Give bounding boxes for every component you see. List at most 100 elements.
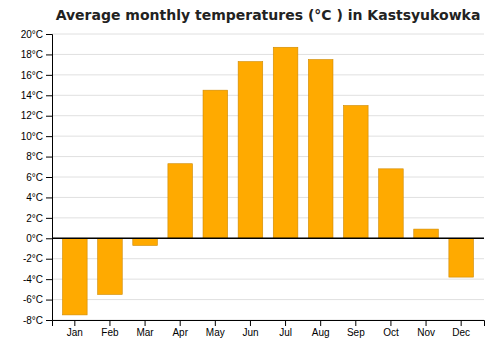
tick-label: 14°C <box>21 90 43 101</box>
tick-mark <box>285 320 286 326</box>
tick-mark <box>180 320 181 326</box>
y-tick: 18°C <box>21 49 52 60</box>
bar <box>203 90 228 238</box>
y-tick: 16°C <box>21 70 52 81</box>
tick-label: 2°C <box>26 213 43 224</box>
tick-label: -2°C <box>23 253 43 264</box>
grid-line <box>52 217 484 218</box>
zero-line <box>52 238 484 240</box>
tick-mark <box>46 279 52 280</box>
tick-label: Nov <box>417 327 435 338</box>
tick-label: 6°C <box>26 172 43 183</box>
tick-mark <box>320 320 321 326</box>
tick-mark <box>46 218 52 219</box>
x-tick: Jun <box>242 320 258 338</box>
tick-label: 4°C <box>26 192 43 203</box>
tick-mark <box>46 75 52 76</box>
axis-domain <box>46 35 53 321</box>
tick-mark <box>461 320 462 326</box>
tick-mark <box>46 259 52 260</box>
tick-label: 18°C <box>21 49 43 60</box>
x-tick: Apr <box>172 320 188 338</box>
bar <box>133 238 158 245</box>
y-tick: 14°C <box>21 90 52 101</box>
tick-mark <box>390 320 391 326</box>
x-tick: Mar <box>136 320 154 338</box>
tick-mark <box>250 320 251 326</box>
y-tick: 10°C <box>21 131 52 142</box>
tick-label: 12°C <box>21 110 43 121</box>
grid-line <box>52 54 484 55</box>
tick-mark <box>426 320 427 326</box>
tick-mark <box>74 320 75 326</box>
tick-mark <box>46 197 52 198</box>
tick-mark <box>145 320 146 326</box>
tick-mark <box>355 320 356 326</box>
tick-mark <box>46 95 52 96</box>
tick-mark <box>46 320 52 321</box>
tick-label: -8°C <box>23 315 43 326</box>
bar <box>63 238 88 315</box>
tick-mark <box>215 320 216 326</box>
x-tick: Sep <box>347 320 365 338</box>
grid-line <box>52 299 484 300</box>
tick-mark <box>109 320 110 326</box>
axis-domain <box>53 321 485 327</box>
grid-line <box>52 136 484 137</box>
tick-mark <box>46 34 52 35</box>
x-tick: Jul <box>279 320 292 338</box>
bar <box>344 106 369 239</box>
y-tick: 6°C <box>26 172 52 183</box>
tick-label: Oct <box>383 327 399 338</box>
tick-label: Feb <box>101 327 119 338</box>
tick-label: -4°C <box>23 274 43 285</box>
y-tick: -4°C <box>23 274 52 285</box>
tick-label: Jul <box>279 327 292 338</box>
grid-line <box>52 115 484 116</box>
bar <box>379 169 404 238</box>
chart: Average monthly temperatures (°C ) in Ka… <box>0 0 500 350</box>
tick-mark <box>46 177 52 178</box>
x-tick: Jan <box>67 320 83 338</box>
tick-mark <box>46 157 52 158</box>
bar <box>308 60 333 239</box>
bar <box>98 238 123 294</box>
x-tick: Feb <box>101 320 119 338</box>
y-tick: -6°C <box>23 294 52 305</box>
tick-label: 20°C <box>21 29 43 40</box>
y-tick: 20°C <box>21 29 52 40</box>
grid-line <box>52 34 484 35</box>
tick-mark <box>46 116 52 117</box>
x-tick: Aug <box>312 320 330 338</box>
tick-mark <box>46 54 52 55</box>
tick-label: Apr <box>172 327 188 338</box>
bar <box>449 238 474 277</box>
x-tick: Oct <box>383 320 399 338</box>
x-tick: May <box>206 320 225 338</box>
x-tick: Nov <box>417 320 435 338</box>
tick-label: Aug <box>312 327 330 338</box>
tick-mark <box>46 136 52 137</box>
y-tick: 8°C <box>26 151 52 162</box>
tick-label: Jun <box>242 327 258 338</box>
bar <box>238 62 263 239</box>
bar <box>414 229 439 238</box>
y-tick: 0°C <box>26 233 52 244</box>
tick-label: -6°C <box>23 294 43 305</box>
tick-label: Mar <box>136 327 154 338</box>
title: Average monthly temperatures (°C ) in Ka… <box>56 7 481 23</box>
grid-line <box>52 156 484 157</box>
bar <box>168 164 193 239</box>
tick-mark <box>46 300 52 301</box>
tick-label: Jan <box>67 327 83 338</box>
grid-line <box>52 74 484 75</box>
grid-line <box>52 197 484 198</box>
tick-mark <box>46 238 52 239</box>
y-axis: -8°C -6°C -4°C -2°C 0°C 2°C 4°C 6°C 8°C 10°C 12°C 1… <box>21 29 53 326</box>
bar <box>273 47 298 238</box>
tick-label: Sep <box>347 327 365 338</box>
x-tick: Dec <box>452 320 470 338</box>
grid-line <box>52 238 484 239</box>
x-axis: Jan Feb Mar Apr May Jun Jul Aug Sep Oct Nov Dec <box>53 320 485 338</box>
tick-label: Dec <box>452 327 470 338</box>
